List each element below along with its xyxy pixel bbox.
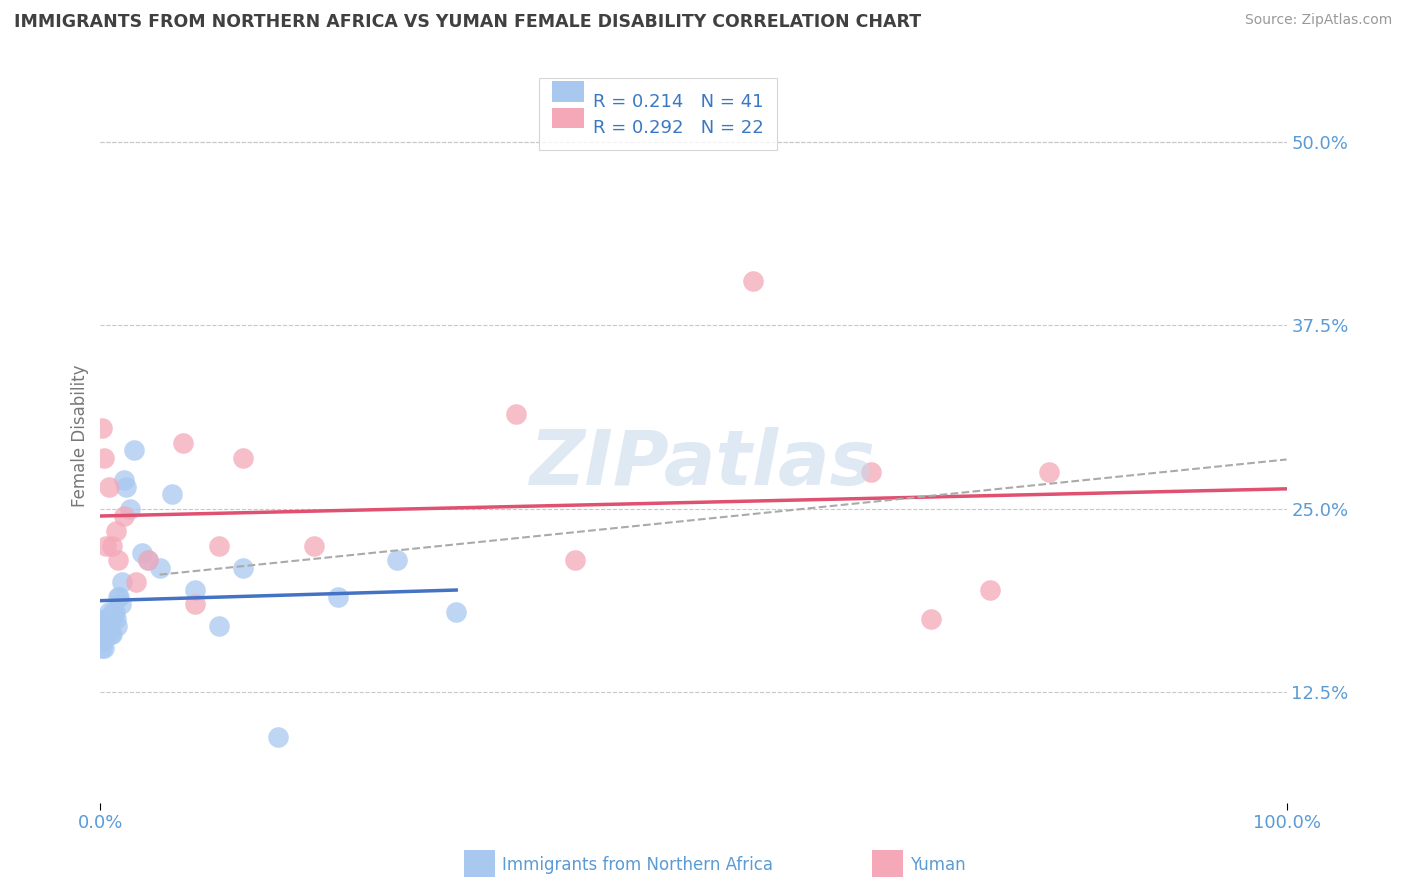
Text: IMMIGRANTS FROM NORTHERN AFRICA VS YUMAN FEMALE DISABILITY CORRELATION CHART: IMMIGRANTS FROM NORTHERN AFRICA VS YUMAN… — [14, 13, 921, 31]
Point — [94, 612, 117, 626]
Point — [108, 590, 131, 604]
Point — [90, 421, 112, 435]
Point — [94, 626, 117, 640]
Point — [90, 626, 112, 640]
Point — [122, 443, 145, 458]
Point — [184, 582, 207, 597]
Point — [564, 553, 586, 567]
Point — [103, 605, 125, 619]
Point — [107, 590, 129, 604]
Point — [741, 274, 763, 288]
Point — [184, 598, 207, 612]
Point — [112, 473, 135, 487]
Point — [104, 524, 127, 538]
Point — [101, 539, 124, 553]
Point — [97, 480, 120, 494]
Point — [136, 553, 159, 567]
Text: Yuman: Yuman — [910, 856, 966, 874]
Point — [101, 626, 124, 640]
Point — [97, 619, 120, 633]
Point — [91, 634, 114, 648]
Point — [232, 560, 254, 574]
Text: Immigrants from Northern Africa: Immigrants from Northern Africa — [502, 856, 773, 874]
Point — [91, 619, 114, 633]
Point — [125, 575, 148, 590]
Point — [979, 582, 1001, 597]
Point — [302, 539, 325, 553]
Point — [101, 612, 124, 626]
Point — [136, 553, 159, 567]
Point — [208, 539, 231, 553]
Point — [1038, 465, 1060, 479]
Point — [267, 730, 290, 744]
Point — [97, 605, 120, 619]
Point — [96, 612, 118, 626]
Point — [118, 502, 141, 516]
Point — [208, 619, 231, 633]
Point — [110, 598, 132, 612]
Text: ZIPatlas: ZIPatlas — [530, 427, 876, 500]
Point — [93, 619, 115, 633]
Point — [93, 450, 115, 465]
Text: Source: ZipAtlas.com: Source: ZipAtlas.com — [1244, 13, 1392, 28]
Point — [505, 407, 527, 421]
Point — [131, 546, 153, 560]
Point — [96, 539, 118, 553]
Point — [93, 641, 115, 656]
Point — [107, 553, 129, 567]
Point — [98, 612, 121, 626]
Point — [90, 641, 112, 656]
Point — [385, 553, 408, 567]
Point — [96, 626, 118, 640]
Point — [103, 605, 125, 619]
Point — [96, 626, 118, 640]
Point — [860, 465, 883, 479]
Point — [105, 619, 128, 633]
Point — [149, 560, 172, 574]
Point — [100, 626, 122, 640]
Y-axis label: Female Disability: Female Disability — [72, 364, 89, 507]
Point — [232, 450, 254, 465]
Legend: R = 0.214   N = 41, R = 0.292   N = 22: R = 0.214 N = 41, R = 0.292 N = 22 — [538, 78, 776, 150]
Point — [920, 612, 942, 626]
Point — [96, 612, 118, 626]
Point — [172, 436, 194, 450]
Point — [111, 575, 134, 590]
Point — [444, 605, 467, 619]
Point — [115, 480, 138, 494]
Point — [112, 509, 135, 524]
Point — [326, 590, 349, 604]
Point — [160, 487, 183, 501]
Point — [104, 612, 127, 626]
